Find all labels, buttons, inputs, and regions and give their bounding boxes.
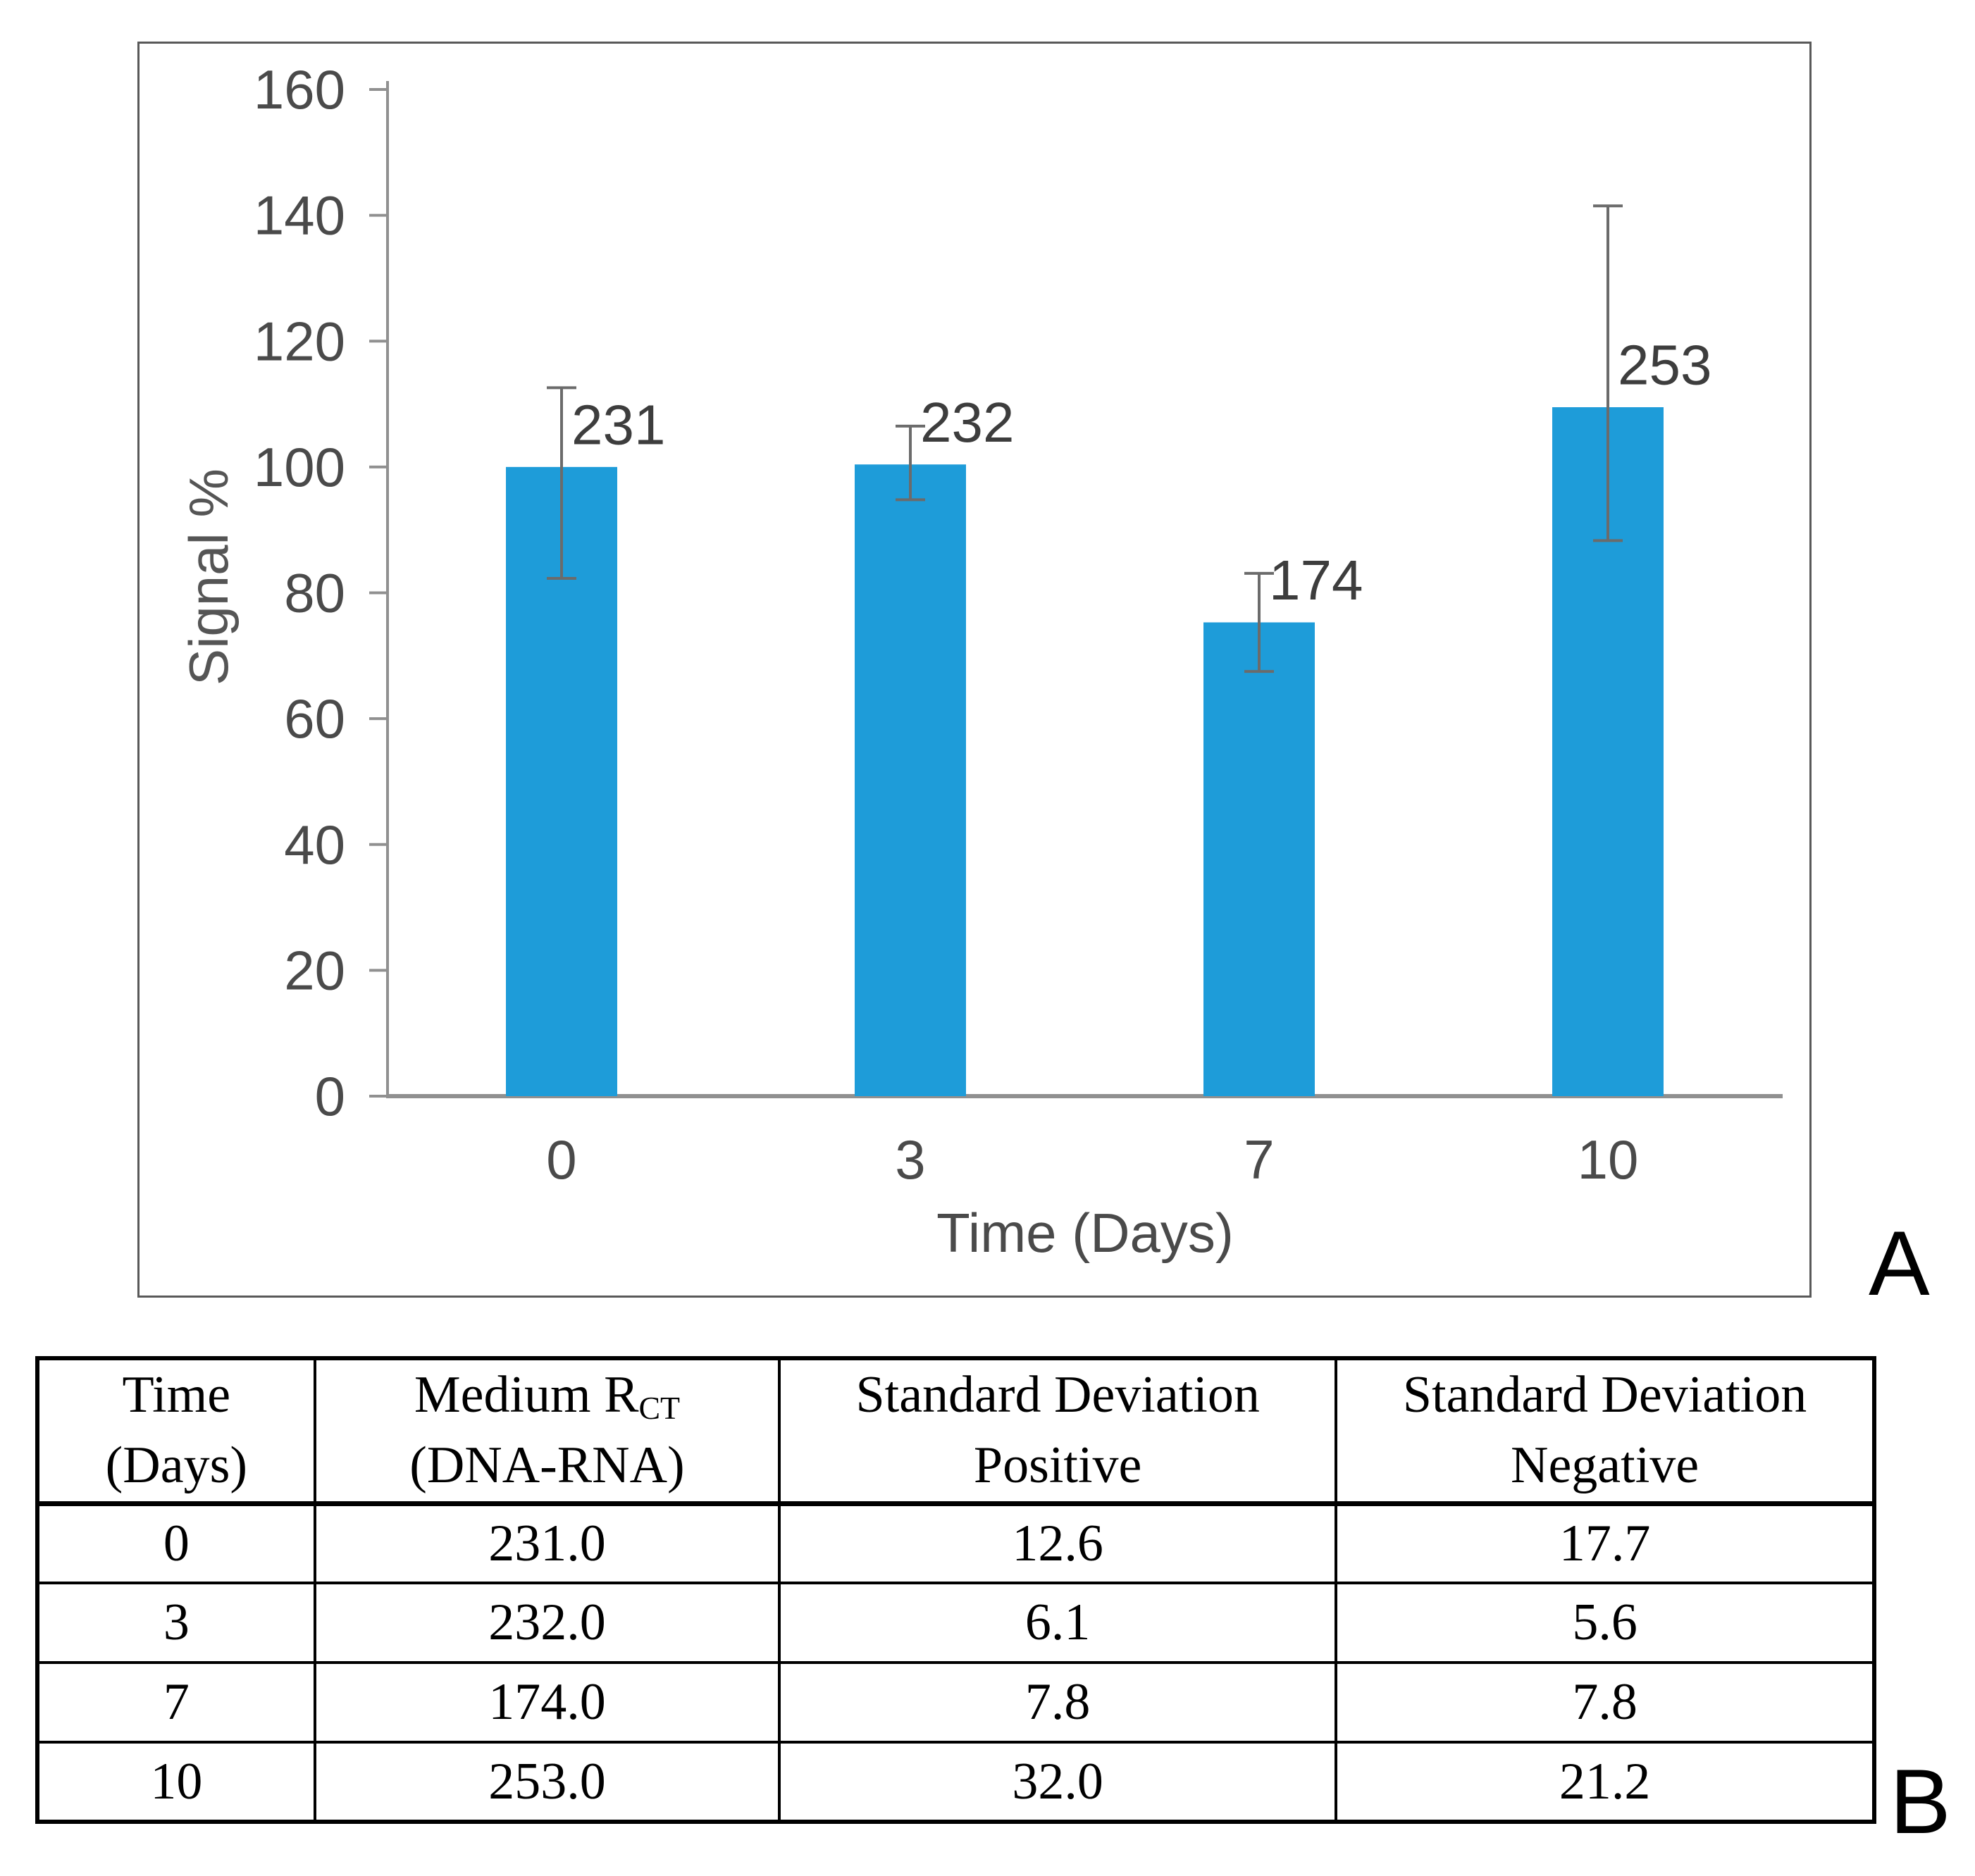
table-row: 10 253.0 32.0 21.2 <box>36 1741 1876 1824</box>
bar-value-label: 174 <box>1269 549 1363 611</box>
table-cell: 7.8 <box>778 1661 1338 1744</box>
panel-a-label: A <box>1869 1212 1930 1315</box>
bar-chart: 0 20 40 60 80 100 120 140 160 231 0 232 3 174 7 253 10 Ti… <box>178 58 1783 1264</box>
table-header-cell: Medium RCT (DNA-RNA) <box>313 1356 781 1506</box>
table-cell: 3 <box>36 1582 316 1665</box>
table-cell: 21.2 <box>1335 1741 1876 1824</box>
table-cell: 231.0 <box>313 1502 781 1585</box>
bar <box>1203 622 1315 1096</box>
table-cell: 232.0 <box>313 1582 781 1665</box>
table-cell: 12.6 <box>778 1502 1338 1585</box>
table-cell: 7.8 <box>1335 1661 1876 1744</box>
y-tick-label: 40 <box>284 814 345 876</box>
y-tick-label: 60 <box>284 688 345 750</box>
table-cell: 0 <box>36 1502 316 1585</box>
x-tick-label: 10 <box>1578 1129 1639 1191</box>
table-cell: 6.1 <box>778 1582 1338 1665</box>
table-header-cell: Standard Deviation Negative <box>1335 1356 1876 1506</box>
x-tick-label: 7 <box>1244 1129 1274 1191</box>
x-tick-label: 0 <box>546 1129 576 1191</box>
bar <box>855 464 966 1096</box>
y-tick-label: 20 <box>284 939 345 1001</box>
table-header-cell: Standard Deviation Positive <box>778 1356 1338 1506</box>
table-cell: 32.0 <box>778 1741 1338 1824</box>
data-table: Time (Days) Medium RCT (DNA-RNA) Standard De… <box>35 1356 1876 1825</box>
y-tick-label: 160 <box>254 58 345 120</box>
x-axis-title: Time (Days) <box>936 1202 1234 1264</box>
table-header-cell: Time (Days) <box>36 1356 316 1506</box>
y-tick-label: 80 <box>284 562 345 624</box>
y-tick-label: 140 <box>254 185 345 247</box>
table-header: Time (Days) Medium RCT (DNA-RNA) Standard De… <box>36 1356 1876 1506</box>
table-row: 3 232.0 6.1 5.6 <box>36 1582 1876 1665</box>
bar-value-label: 231 <box>571 393 665 456</box>
y-tick-label: 100 <box>254 436 345 498</box>
x-tick-label: 3 <box>895 1129 925 1191</box>
bar-value-label: 253 <box>1618 334 1711 397</box>
y-tick-label: 120 <box>254 310 345 372</box>
y-axis-title: Signal % <box>178 468 240 685</box>
chart-panel: 0 20 40 60 80 100 120 140 160 231 0 232 3 174 7 253 10 Ti… <box>137 42 1812 1298</box>
table-row: 7 174.0 7.8 7.8 <box>36 1661 1876 1744</box>
table-cell: 253.0 <box>313 1741 781 1824</box>
table-row: 0 231.0 12.6 17.7 <box>36 1502 1876 1585</box>
y-tick-label: 0 <box>315 1065 345 1127</box>
table-cell: 174.0 <box>313 1661 781 1744</box>
table-body: 0 231.0 12.6 17.7 3 232.0 6.1 5.6 7 174.0 7.8 7.8 10… <box>36 1502 1876 1824</box>
table-cell: 7 <box>36 1661 316 1744</box>
table-cell: 10 <box>36 1741 316 1824</box>
table-cell: 17.7 <box>1335 1502 1876 1585</box>
panel-b-label: B <box>1890 1750 1951 1853</box>
table-cell: 5.6 <box>1335 1582 1876 1665</box>
bar-value-label: 232 <box>920 391 1014 454</box>
